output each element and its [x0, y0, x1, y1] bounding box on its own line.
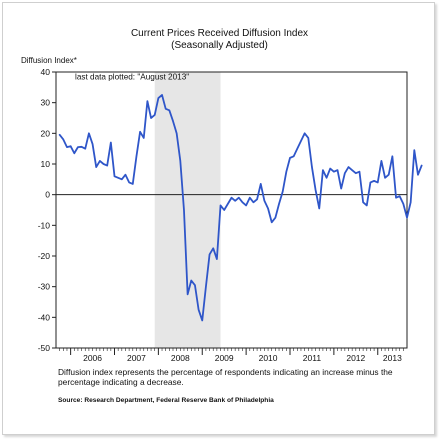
y-tick-label: -50 [38, 343, 51, 353]
y-tick-label: -10 [38, 220, 51, 230]
y-tick-label: 10 [41, 159, 51, 169]
y-tick-label: 20 [41, 128, 51, 138]
series-line [58, 94, 423, 322]
x-year-label: 2009 [215, 353, 234, 363]
x-year-label: 2010 [259, 353, 278, 363]
y-axis-label: Diffusion Index* [21, 56, 77, 65]
x-year-label: 2007 [127, 353, 146, 363]
y-tick-label: -40 [38, 312, 51, 322]
x-year-label: 2013 [383, 353, 402, 363]
chart-title: Current Prices Received Diffusion Index [130, 28, 309, 39]
x-year-label: 2006 [83, 353, 102, 363]
plot-area-border [55, 71, 408, 349]
x-year-label: 2008 [171, 353, 190, 363]
chart-subtitle: (Seasonally Adjusted) [171, 40, 268, 51]
last-data-annotation: last data plotted: "August 2013" [75, 73, 189, 82]
y-tick-label: 40 [41, 67, 51, 77]
y-tick-label: 30 [41, 98, 51, 108]
x-year-label: 2012 [346, 353, 365, 363]
recession-shading [154, 72, 221, 348]
y-tick-label: -20 [38, 251, 51, 261]
y-tick-label: 0 [45, 190, 50, 200]
y-tick-label: -30 [38, 282, 51, 292]
footnote: Diffusion index represents the percentag… [58, 367, 393, 387]
source-note: Source: Research Department, Federal Res… [58, 397, 274, 404]
x-year-label: 2011 [303, 353, 322, 363]
